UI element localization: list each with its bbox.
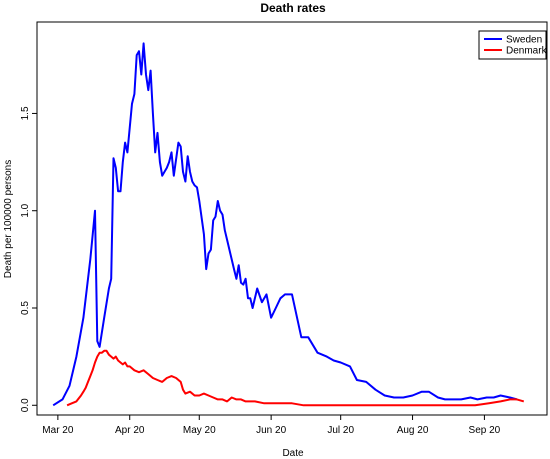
- plot-frame: [36, 21, 548, 416]
- legend-label-sweden: Sweden: [506, 35, 542, 46]
- series-line-sweden: [52, 42, 518, 407]
- y-tick-label: 1.0: [20, 203, 31, 217]
- x-axis-label: Date: [282, 448, 304, 459]
- x-tick-label: Jul 20: [327, 425, 354, 436]
- x-tick-label: Jun 20: [256, 425, 286, 436]
- series-layer: [52, 42, 525, 407]
- x-tick-label: Apr 20: [115, 425, 145, 436]
- x-tick-label: Sep 20: [469, 425, 501, 436]
- y-axis-label: Death per 100000 persons: [3, 160, 14, 278]
- x-axis: Mar 20 Apr 20 May 20 Jun 20 Jul 20 Aug 20 Sep …: [42, 415, 501, 436]
- series-line-denmark: [66, 349, 525, 407]
- legend-label-denmark: Denmark: [506, 46, 548, 57]
- y-tick-label: 0.0: [20, 398, 31, 412]
- chart-title: Death rates: [260, 1, 326, 15]
- y-tick-label: 1.5: [20, 106, 31, 120]
- x-tick-label: May 20: [183, 425, 216, 436]
- x-tick-label: Mar 20: [42, 425, 74, 436]
- x-tick-label: Aug 20: [397, 425, 429, 436]
- y-axis: 0.0 0.5 1.0 1.5: [20, 106, 37, 412]
- y-tick-label: 0.5: [20, 301, 31, 315]
- legend-box: [478, 30, 547, 60]
